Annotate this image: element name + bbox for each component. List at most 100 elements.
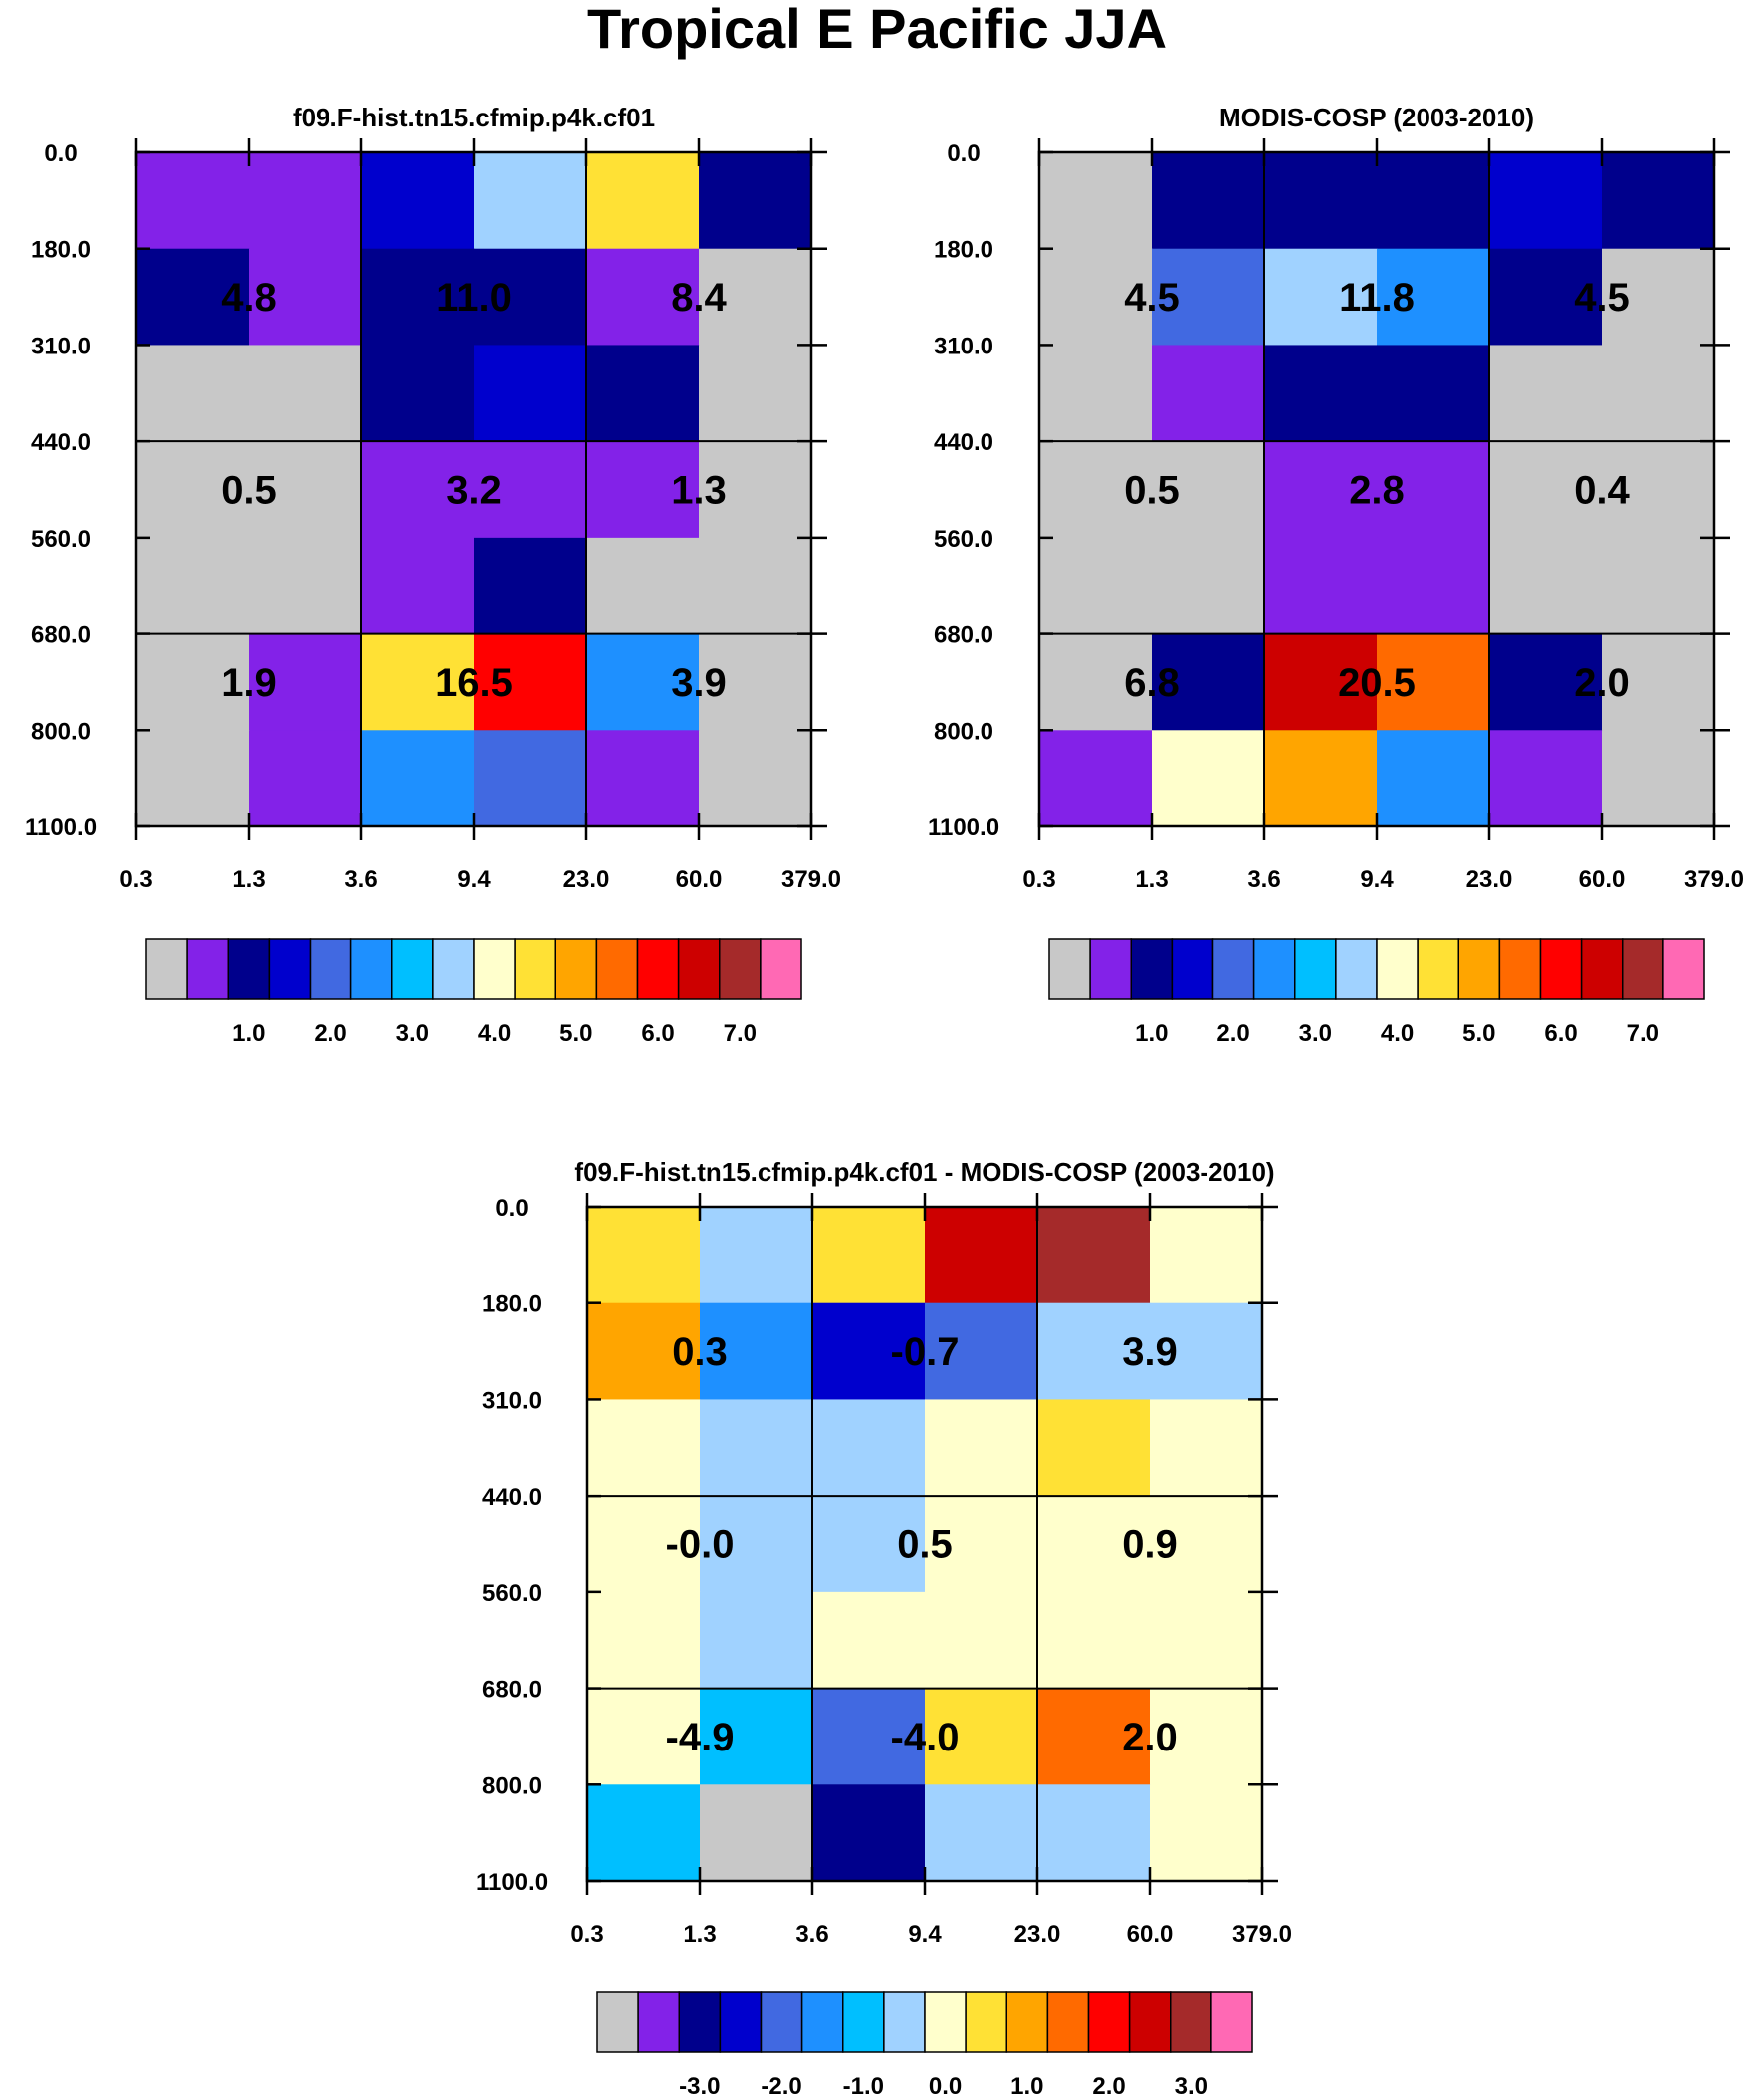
heatmap-cell	[1602, 152, 1715, 250]
x-tick-label: 379.0	[781, 866, 841, 893]
heatmap-cell	[1602, 248, 1715, 347]
block-value-label: 20.5	[1338, 661, 1416, 705]
heatmap-cell	[586, 441, 700, 539]
colorbar-label: 1.0	[1135, 1020, 1168, 1047]
heatmap-cell	[1152, 345, 1265, 442]
heatmap-cell	[1039, 345, 1153, 442]
heatmap-cell	[474, 152, 587, 250]
colorbar-swatch	[1376, 938, 1419, 1000]
colorbar-swatch	[1210, 1991, 1253, 2053]
colorbar-swatch	[637, 1991, 681, 2053]
block-value-label: 4.5	[1124, 276, 1180, 320]
heatmap-cell	[136, 248, 250, 347]
chart-panel-2: MODIS-COSP (2003-2010) 0.0 180.0 310.0 440.0…	[928, 103, 1744, 1047]
x-tick-label: 3.6	[795, 1921, 828, 1948]
colorbar-swatch	[554, 938, 598, 1000]
colorbar-swatch	[595, 938, 639, 1000]
block-value-label: -4.0	[891, 1716, 960, 1759]
colorbar-swatch	[1294, 938, 1337, 1000]
colorbar-swatch	[1457, 938, 1501, 1000]
heatmap-cell	[699, 537, 812, 635]
y-tick-label: 680.0	[482, 1677, 542, 1704]
heatmap-cell	[699, 345, 812, 442]
colorbar-swatch	[186, 938, 230, 1000]
heatmap-cell	[474, 441, 587, 539]
colorbar-swatch	[1005, 1991, 1049, 2053]
block-value-label: 0.5	[897, 1523, 953, 1567]
colorbar-swatch	[1417, 938, 1460, 1000]
heatmap-cell	[1377, 248, 1490, 347]
heatmap-cell	[700, 1207, 813, 1304]
colorbar-swatch	[391, 938, 434, 1000]
y-tick-label: 800.0	[31, 718, 91, 745]
heatmap-cell	[812, 1207, 926, 1304]
block-value-label: -0.7	[891, 1330, 960, 1374]
colorbar-swatch	[719, 938, 762, 1000]
heatmap-cell	[1150, 1591, 1263, 1690]
colorbar-swatch	[965, 1991, 1008, 2053]
heatmap-cell	[474, 633, 587, 731]
heatmap-cell	[1264, 730, 1378, 827]
y-tick-label: 560.0	[482, 1580, 542, 1607]
y-tick-label: 1100.0	[25, 815, 97, 841]
block-value-label: 3.9	[1122, 1330, 1178, 1374]
x-tick-label: 379.0	[1232, 1921, 1292, 1948]
colorbar-swatch	[1498, 938, 1542, 1000]
heatmap-cell	[361, 633, 475, 731]
heatmap-cell	[136, 345, 250, 442]
chart-title: MODIS-COSP (2003-2010)	[1219, 103, 1534, 132]
colorbar-swatch	[1252, 938, 1296, 1000]
colorbar-label: 7.0	[1627, 1020, 1659, 1047]
heatmap-cell	[136, 152, 250, 250]
colorbar-label: 6.0	[641, 1020, 674, 1047]
heatmap-cell	[1377, 152, 1490, 250]
heatmap-cell	[249, 345, 362, 442]
heatmap-cell	[136, 441, 250, 539]
colorbar-swatch	[1662, 938, 1705, 1000]
y-tick-label: 440.0	[482, 1484, 542, 1511]
colorbar-swatch	[1170, 1991, 1212, 2053]
y-tick-label: 680.0	[934, 622, 993, 649]
heatmap-cell	[136, 537, 250, 635]
heatmap-cell	[1489, 248, 1603, 347]
x-tick-label: 23.0	[563, 866, 610, 893]
y-tick-label: 1100.0	[928, 815, 999, 841]
colorbar-label: 6.0	[1544, 1020, 1577, 1047]
x-tick-label: 60.0	[676, 866, 723, 893]
heatmap-cell	[361, 537, 475, 635]
colorbar-label: 7.0	[724, 1020, 757, 1047]
heatmap-cell	[700, 1496, 813, 1593]
y-tick-label: 310.0	[482, 1387, 542, 1414]
heatmap-cell	[812, 1302, 926, 1401]
heatmap-cell	[1039, 441, 1153, 539]
block-value-label: 8.4	[671, 276, 727, 320]
block-value-label: 1.3	[671, 469, 727, 513]
block-value-label: 11.0	[436, 276, 512, 320]
block-value-label: 4.5	[1574, 276, 1630, 320]
x-tick-label: 0.3	[570, 1921, 603, 1948]
colorbar-swatch	[473, 938, 516, 1000]
x-tick-label: 60.0	[1579, 866, 1626, 893]
heatmap-cell	[1489, 441, 1603, 539]
heatmap-cell	[1150, 1784, 1263, 1882]
heatmap-cell	[1602, 345, 1715, 442]
heatmap-cell	[700, 1688, 813, 1785]
block-value-label: -4.9	[666, 1716, 735, 1759]
chart-panel-3: f09.F-hist.tn15.cfmip.p4k.cf01 - MODIS-C…	[476, 1157, 1292, 2100]
heatmap-cell	[1489, 537, 1603, 635]
x-tick-label: 60.0	[1127, 1921, 1174, 1948]
heatmap-cell	[925, 1784, 1038, 1882]
heatmap-cell	[1150, 1399, 1263, 1497]
colorbar-swatch	[145, 938, 188, 1000]
heatmap-cell	[361, 345, 475, 442]
colorbar-swatch	[1128, 1991, 1172, 2053]
colorbar-label: 3.0	[1299, 1020, 1332, 1047]
colorbar-swatch	[1046, 1991, 1090, 2053]
colorbar-swatch	[677, 938, 721, 1000]
block-value-label: 0.4	[1574, 469, 1630, 513]
heatmap-cell	[1264, 633, 1378, 731]
colorbar-swatch	[1539, 938, 1583, 1000]
colorbar-label: -1.0	[843, 2073, 884, 2100]
heatmap-cell	[249, 633, 362, 731]
heatmap-cell	[700, 1399, 813, 1497]
